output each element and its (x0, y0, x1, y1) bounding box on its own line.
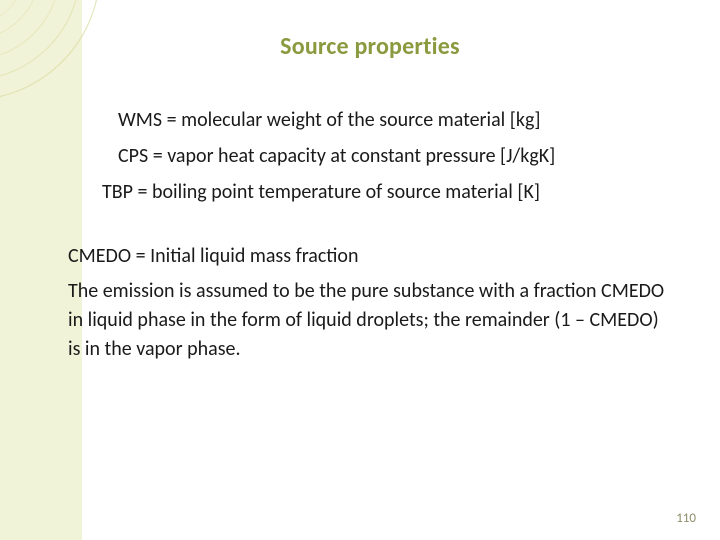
spacer (68, 213, 672, 241)
definition-cmedo: CMEDO = Initial liquid mass fraction (68, 241, 672, 271)
emission-paragraph: The emission is assumed to be the pure s… (68, 277, 672, 364)
slide-title: Source properties (68, 32, 672, 61)
definition-tbp: TBP = boiling point temperature of sourc… (102, 177, 672, 207)
page-number: 110 (676, 511, 696, 526)
definition-cps: CPS = vapor heat capacity at constant pr… (118, 141, 672, 171)
definition-wms: WMS = molecular weight of the source mat… (118, 105, 672, 135)
slide-content: Source properties WMS = molecular weight… (0, 0, 720, 540)
